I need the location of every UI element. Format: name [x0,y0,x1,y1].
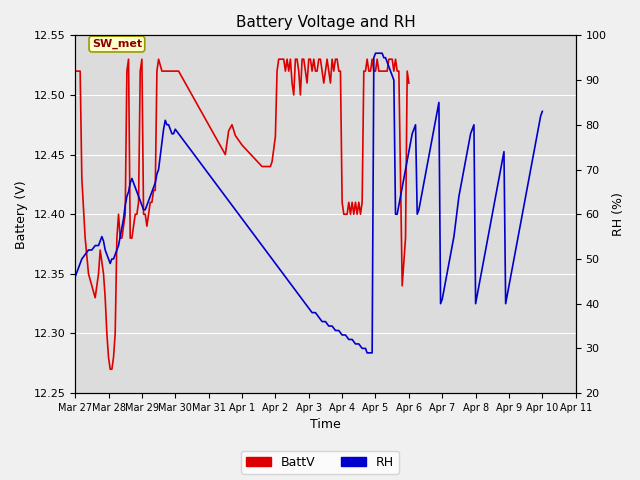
RH [372,50,380,56]
Line: RH: RH [75,53,542,353]
RH [215,184,223,190]
RH [211,180,219,186]
BattV [353,211,361,217]
BattV [106,366,114,372]
RH [71,274,79,280]
BattV [351,199,359,205]
BattV [101,295,109,300]
RH [164,122,172,128]
BattV [188,92,196,98]
BattV [405,80,413,86]
Line: BattV: BattV [75,59,409,369]
Text: SW_met: SW_met [92,39,142,49]
BattV [315,56,323,62]
Legend: BattV, RH: BattV, RH [241,451,399,474]
RH [245,225,253,230]
Y-axis label: Battery (V): Battery (V) [15,180,28,249]
BattV [125,56,132,62]
RH [480,256,488,262]
BattV [185,86,193,92]
Y-axis label: RH (%): RH (%) [612,192,625,236]
RH [364,350,371,356]
X-axis label: Time: Time [310,419,341,432]
Title: Battery Voltage and RH: Battery Voltage and RH [236,15,415,30]
RH [202,167,209,172]
RH [538,108,546,114]
BattV [71,68,79,74]
